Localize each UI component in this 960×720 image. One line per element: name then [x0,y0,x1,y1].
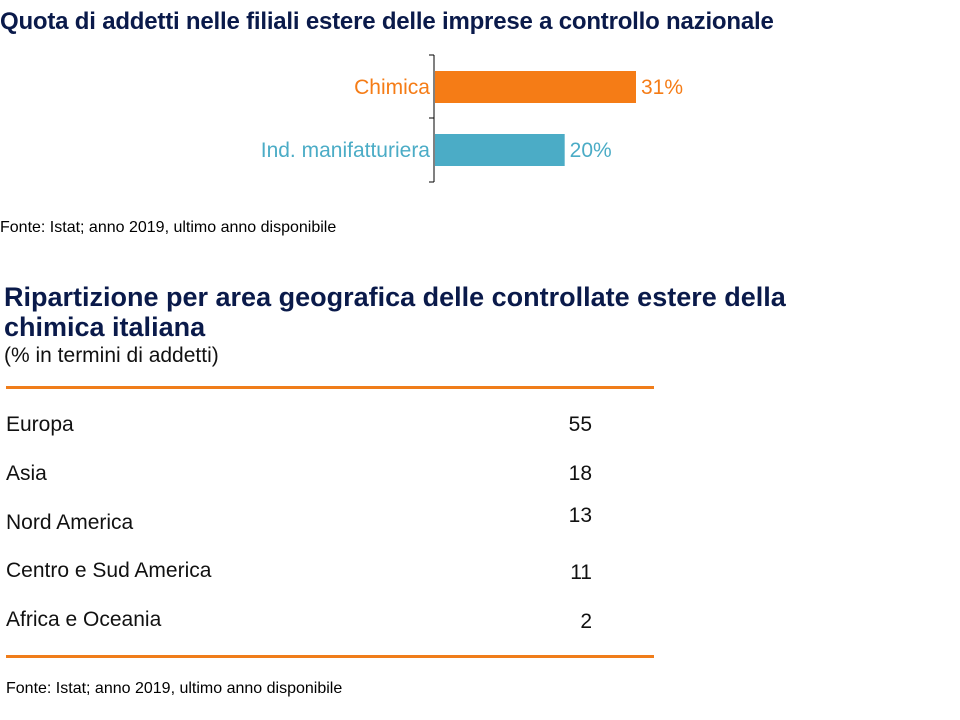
data-label: 31% [641,76,683,99]
table-row-label: Europa [6,413,74,436]
table-row-value: 11 [570,561,592,584]
bar [435,71,636,103]
table-bottom-rule [6,655,654,658]
table-row-value: 18 [568,462,592,485]
table-row-value: 13 [568,504,592,527]
category-label: Ind. manifatturiera [261,139,431,162]
source-note-top: Fonte: Istat; anno 2019, ultimo anno dis… [0,219,337,236]
table-row-value: 55 [568,413,592,436]
table-row-label: Centro e Sud America [6,559,212,582]
table-row-label: Nord America [6,511,134,534]
table-title: Ripartizione per area geografica delle c… [4,282,786,342]
data-label: 20% [570,139,612,162]
category-label: Chimica [354,76,430,99]
table-row-label: Asia [6,462,47,485]
table-row-label: Africa e Oceania [6,608,162,631]
bar-chart: Chimica 31% Ind. manifatturiera 20% [261,54,683,183]
table-row-value: 2 [580,610,592,633]
source-note-bottom: Fonte: Istat; anno 2019, ultimo anno dis… [6,680,343,697]
chart-title: Quota di addetti nelle filiali estere de… [0,8,774,35]
table-subtitle: (% in termini di addetti) [4,344,219,367]
bar [435,134,565,166]
table-top-rule [6,386,654,389]
